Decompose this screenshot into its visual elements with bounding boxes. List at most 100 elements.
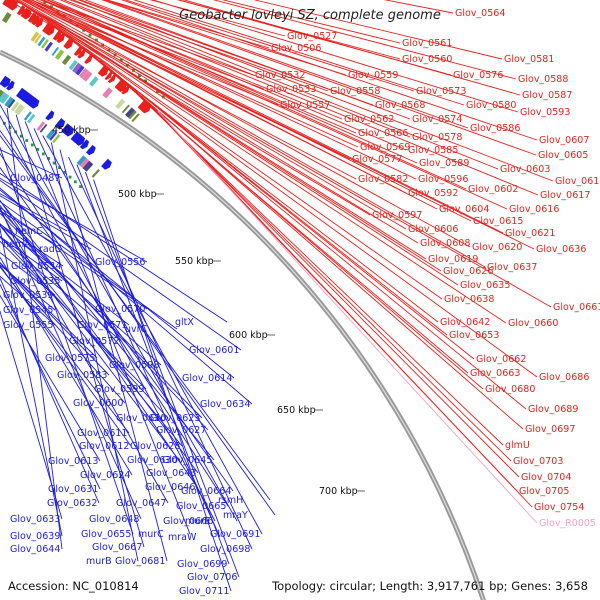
reverse-gene-label[interactable]: Glov_0539	[3, 290, 53, 301]
reverse-gene-label[interactable]: Glov_0643	[146, 468, 196, 479]
forward-gene-label[interactable]: Glov_0578	[412, 132, 462, 143]
reverse-gene-label[interactable]: Glov_0664	[181, 486, 231, 497]
reverse-gene-label[interactable]: Glov_0545	[3, 305, 53, 316]
forward-gene-label[interactable]: Glov_0577	[352, 154, 402, 165]
reverse-gene-label[interactable]: Glov_0648	[89, 514, 139, 525]
forward-gene-label[interactable]: Glov_0593	[520, 107, 570, 118]
forward-gene-label[interactable]: Glov_0653	[449, 330, 499, 341]
forward-gene-label[interactable]: Glov_0697	[525, 424, 575, 435]
forward-gene-label[interactable]: Glov_0619	[428, 254, 478, 265]
forward-gene-label[interactable]: Glov_0527	[287, 31, 337, 42]
reverse-gene-label[interactable]: Glov_0644	[10, 544, 60, 555]
reverse-gene-label[interactable]: Glov_0610	[116, 413, 166, 424]
forward-gene-label[interactable]: Glov_0705	[519, 486, 569, 497]
forward-gene-label[interactable]: Glov_0606	[408, 224, 458, 235]
reverse-gene-label[interactable]: Glov_0575	[45, 353, 95, 364]
forward-gene-label[interactable]: Glov_0754	[534, 502, 584, 513]
reverse-gene-label[interactable]: Glov_0630	[127, 455, 177, 466]
forward-gene-label[interactable]: Glov_0592	[408, 188, 458, 199]
reverse-gene-label[interactable]: mraY	[223, 510, 248, 521]
forward-gene-label[interactable]: Glov_0564	[455, 8, 505, 19]
reverse-gene-label[interactable]: Glov_0628	[130, 441, 180, 452]
reverse-gene-label[interactable]: Glov_0534	[11, 261, 61, 272]
reverse-gene-label[interactable]: Glov_0601	[189, 345, 239, 356]
forward-gene-label[interactable]: Glov_0559	[348, 70, 398, 81]
forward-gene-label[interactable]: Glov_0560	[402, 54, 452, 65]
reverse-gene-label[interactable]: Glov_0535	[10, 276, 60, 287]
forward-gene-label[interactable]: Glov_0558	[330, 86, 380, 97]
forward-gene-label[interactable]: Glov_0621	[505, 228, 555, 239]
reverse-gene-label[interactable]: Glov_0639	[10, 531, 60, 542]
reverse-gene-label[interactable]: Glov_0699	[177, 559, 227, 570]
forward-gene-label[interactable]: Glov_0586	[470, 123, 520, 134]
reverse-gene-label[interactable]: Glov_0556	[95, 257, 145, 268]
forward-gene-label[interactable]: Glov_R0005	[539, 518, 596, 529]
reverse-gene-label[interactable]: Glov_0667	[92, 542, 142, 553]
forward-gene-label[interactable]: Glov_0635	[460, 280, 510, 291]
forward-gene-label[interactable]: Glov_0597	[372, 210, 422, 221]
forward-gene-label[interactable]: Glov_0562	[344, 114, 394, 125]
forward-gene-label[interactable]: Glov_0660	[508, 318, 558, 329]
reverse-gene-label[interactable]: Glov_0598	[109, 360, 159, 371]
reverse-gene-label[interactable]: Glov_0633	[10, 514, 60, 525]
forward-gene-label[interactable]: Glov_0620	[472, 242, 522, 253]
reverse-gene-label[interactable]: Glov_0706	[187, 572, 237, 583]
reverse-gene-label[interactable]: Glov_0611	[77, 428, 127, 439]
forward-gene-label[interactable]: Glov_0582	[358, 174, 408, 185]
forward-gene-label[interactable]: Glov_0608	[420, 238, 470, 249]
forward-gene-label[interactable]: Glov_0616	[509, 204, 559, 215]
reverse-gene-label[interactable]: Glov_0571	[77, 320, 127, 331]
reverse-gene-label[interactable]: Glov_0614	[182, 373, 232, 384]
forward-gene-label[interactable]: Glov_0637	[487, 262, 537, 273]
forward-gene-label[interactable]: Glov_0703	[513, 456, 563, 467]
forward-gene-label[interactable]: Glov_0605	[538, 150, 588, 161]
reverse-gene-label[interactable]: Glov_0666	[163, 516, 213, 527]
forward-gene-label[interactable]: Glov_0662	[476, 354, 526, 365]
reverse-gene-label[interactable]: Glov_0570	[95, 304, 145, 315]
reverse-gene-label[interactable]: Glov_0646	[145, 482, 195, 493]
reverse-gene-label[interactable]: Glov_0583	[57, 370, 107, 381]
forward-gene-label[interactable]: Glov_0642	[440, 317, 490, 328]
reverse-gene-label[interactable]: Glov_0572	[69, 336, 119, 347]
reverse-gene-label[interactable]: mraW	[168, 532, 197, 543]
forward-gene-label[interactable]: Glov_0602	[468, 184, 518, 195]
forward-gene-label[interactable]: Glov_0574	[412, 114, 462, 125]
forward-gene-label[interactable]: Glov_0533	[266, 84, 316, 95]
reverse-gene-label[interactable]: Glov_0681	[115, 556, 165, 567]
reverse-gene-label[interactable]: Glov_0623	[150, 413, 200, 424]
reverse-gene-label[interactable]: murB	[86, 556, 112, 567]
forward-gene-label[interactable]: Glov_0581	[504, 54, 554, 65]
forward-gene-label[interactable]: Glov_0615	[473, 216, 523, 227]
forward-gene-label[interactable]: Glov_0638	[444, 294, 494, 305]
reverse-gene-label[interactable]: uvrC	[125, 324, 148, 335]
reverse-gene-label[interactable]: Glov_0600	[73, 398, 123, 409]
reverse-gene-label[interactable]: Glov_0655	[81, 529, 131, 540]
reverse-gene-label[interactable]: Glov_0613	[48, 456, 98, 467]
reverse-gene-label[interactable]: Glov_0632	[47, 498, 97, 509]
reverse-gene-label[interactable]: hemC	[15, 226, 43, 237]
forward-gene-label[interactable]: glmU	[505, 440, 530, 451]
forward-gene-label[interactable]: Glov_0569	[360, 142, 410, 153]
reverse-gene-label[interactable]: Glov_0599	[94, 384, 144, 395]
forward-gene-label[interactable]: Glov_0680	[485, 384, 535, 395]
forward-gene-label[interactable]: Glov_0626	[443, 266, 493, 277]
reverse-gene-label[interactable]: rsmH	[218, 495, 243, 506]
forward-gene-label[interactable]: Glov_0636	[536, 244, 586, 255]
reverse-gene-label[interactable]: hemA	[3, 239, 31, 250]
reverse-gene-label[interactable]: Glov_0612	[79, 441, 129, 452]
forward-gene-label[interactable]: Glov_0587	[522, 90, 572, 101]
forward-gene-label[interactable]: Glov_0604	[439, 204, 489, 215]
forward-gene-label[interactable]: Glov_0532	[255, 70, 305, 81]
reverse-gene-label[interactable]: Glov_0647	[116, 498, 166, 509]
forward-gene-label[interactable]: Glov_0689	[528, 404, 578, 415]
forward-gene-label[interactable]: Glov_0561	[402, 38, 452, 49]
forward-gene-label[interactable]: Glov_0617	[540, 190, 590, 201]
forward-gene-label[interactable]: Glov_0585	[408, 145, 458, 156]
reverse-gene-label[interactable]: Glov_0624	[80, 470, 130, 481]
forward-gene-label[interactable]: Glov_0557	[280, 100, 330, 111]
forward-gene-label[interactable]: Glov_0589	[419, 158, 469, 169]
reverse-gene-label[interactable]: gltX	[175, 317, 194, 328]
reverse-gene-label[interactable]: Glov_0645	[162, 455, 212, 466]
forward-gene-label[interactable]: Glov_0603	[500, 164, 550, 175]
reverse-gene-label[interactable]: murC	[138, 529, 164, 540]
